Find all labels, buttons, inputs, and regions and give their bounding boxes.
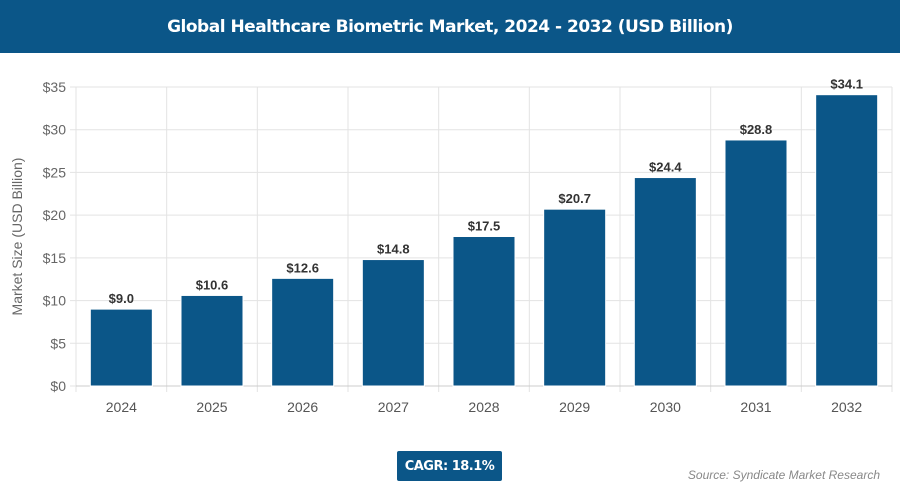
y-tick-label: $5	[50, 335, 66, 351]
cagr-badge: CAGR: 18.1%	[397, 451, 502, 481]
y-tick-label: $0	[50, 378, 66, 394]
x-tick-label: 2024	[106, 399, 137, 415]
x-tick-label: 2027	[378, 399, 409, 415]
bar-2030	[633, 177, 697, 387]
data-label: $10.6	[196, 277, 229, 292]
x-tick-label: 2030	[650, 399, 681, 415]
data-label: $9.0	[109, 291, 134, 306]
data-label: $24.4	[649, 160, 682, 175]
source-note: Source: Syndicate Market Research	[687, 468, 880, 482]
x-tick-label: 2029	[559, 399, 590, 415]
x-tick-label: 2026	[287, 399, 318, 415]
data-label: $12.6	[286, 260, 319, 275]
y-tick-label: $25	[43, 164, 67, 180]
x-tick-label: 2025	[196, 399, 227, 415]
bar-2029	[543, 208, 607, 387]
chart-title: Global Healthcare Biometric Market, 2024…	[0, 0, 900, 53]
data-label: $17.5	[468, 219, 501, 234]
y-tick-label: $10	[43, 293, 67, 309]
data-label: $20.7	[558, 191, 591, 206]
x-tick-label: 2031	[740, 399, 771, 415]
bar-2028	[452, 236, 516, 387]
bar-2032	[815, 94, 879, 387]
bar-2031	[724, 139, 788, 387]
bar-2027	[361, 259, 425, 387]
y-tick-label: $35	[43, 79, 67, 95]
data-label: $28.8	[740, 122, 773, 137]
x-tick-label: 2032	[831, 399, 862, 415]
data-label: $14.8	[377, 242, 410, 257]
y-tick-label: $15	[43, 250, 67, 266]
data-label: $34.1	[830, 77, 863, 92]
bar-2024	[89, 308, 153, 387]
y-axis-title: Market Size (USD Billion)	[9, 158, 25, 316]
x-tick-label: 2028	[468, 399, 499, 415]
y-tick-label: $20	[43, 207, 67, 223]
bar-2025	[180, 294, 244, 387]
bar-2026	[271, 277, 335, 387]
y-tick-label: $30	[43, 122, 67, 138]
